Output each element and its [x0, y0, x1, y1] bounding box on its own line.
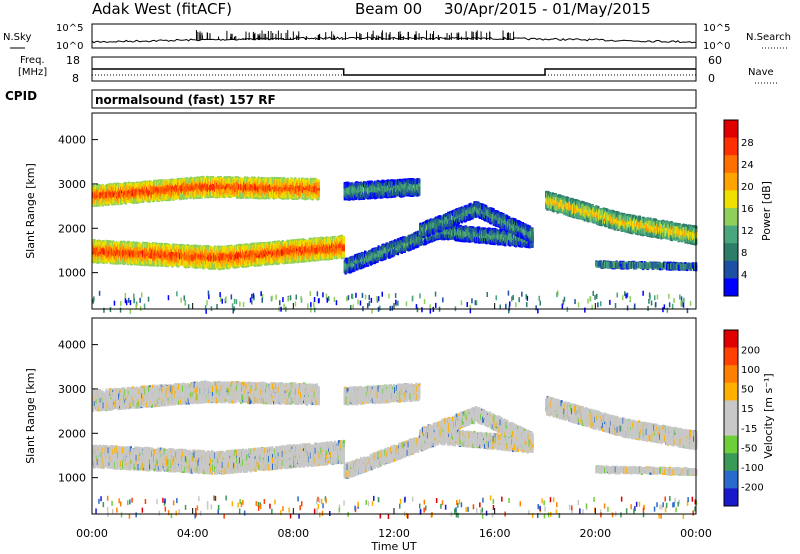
- nave-tick-top: 60: [708, 54, 722, 67]
- noise-line: [92, 37, 696, 43]
- noise-tick-top-left: 10^5: [56, 23, 83, 34]
- power-data: [92, 176, 697, 314]
- nave-label: Nave: [748, 67, 774, 78]
- station-title: Adak West (fitACF): [92, 0, 232, 18]
- freq-label-2: [MHz]: [18, 67, 47, 78]
- power-echo: [343, 246, 345, 252]
- cpid-strip: CPID normalsound (fast) 157 RF: [5, 89, 696, 108]
- nave-tick-bottom: 0: [708, 72, 715, 85]
- power-echo: [343, 251, 345, 257]
- noise-tick-bottom-left: 10^0: [56, 41, 83, 52]
- power-echo: [343, 237, 345, 243]
- noise-tick-top-right: 10^5: [703, 23, 730, 34]
- cpid-label: CPID: [5, 89, 37, 103]
- radar-figure: Adak West (fitACF) Beam 00 30/Apr/2015 -…: [0, 0, 800, 554]
- nsky-label: N.Sky: [3, 32, 31, 43]
- freq-tick-bottom: 8: [72, 72, 79, 85]
- freq-tick-top: 18: [66, 54, 80, 67]
- noise-strip: N.Sky 10^5 10^0 10^5 10^0 N.Search: [3, 23, 791, 52]
- date-range-title: 30/Apr/2015 - 01/May/2015: [444, 0, 651, 18]
- frequency-strip: Freq. [MHz] 18 8 60 0 Nave: [18, 54, 778, 85]
- noise-tick-bottom-right: 10^0: [703, 41, 730, 52]
- cpid-text: normalsound (fast) 157 RF: [95, 93, 276, 107]
- nsearch-label: N.Search: [746, 32, 791, 43]
- beam-title: Beam 00: [355, 0, 422, 18]
- freq-label-1: Freq.: [20, 55, 45, 66]
- frequency-line: [92, 69, 696, 75]
